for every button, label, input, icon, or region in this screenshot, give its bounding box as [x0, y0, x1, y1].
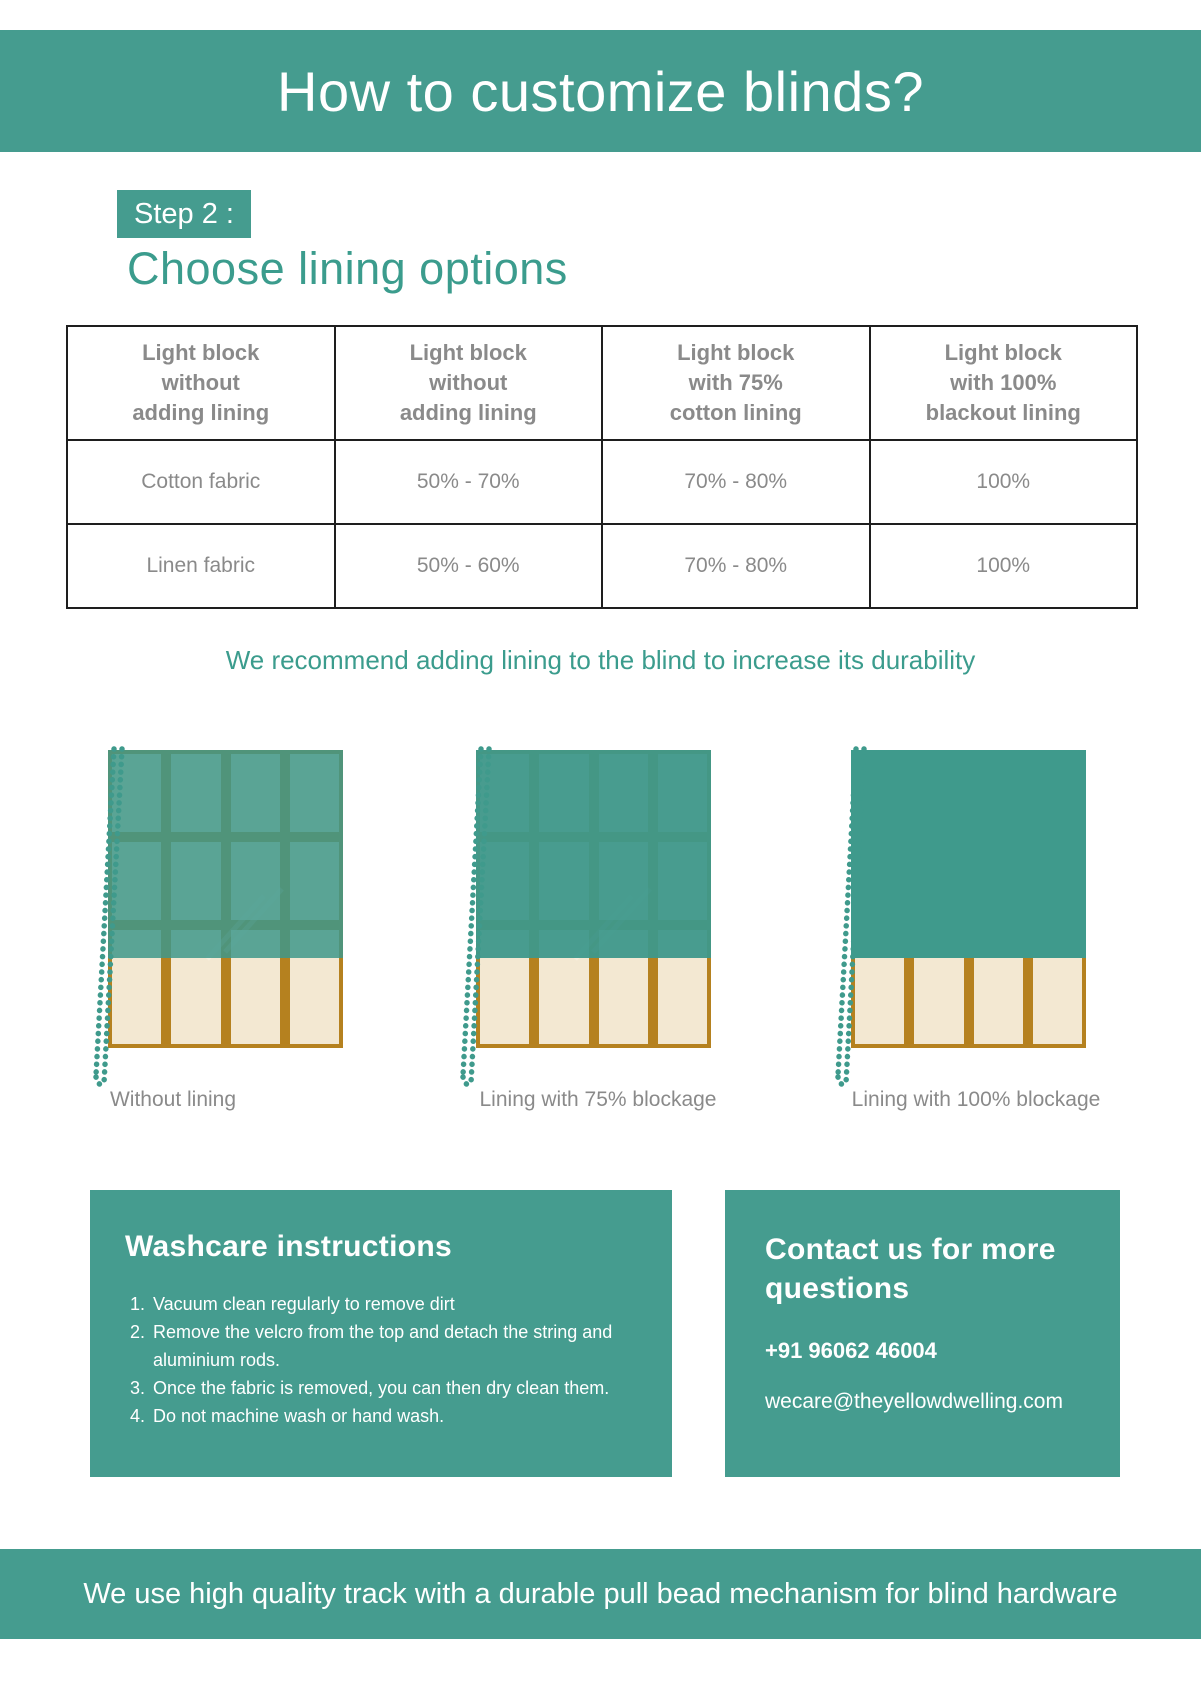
table-cell: 70% - 80%: [601, 439, 871, 525]
bead-chain-icon: [835, 746, 867, 1088]
blind-illustration-without-lining: Without lining: [85, 743, 365, 1123]
lining-options-table: Light block without adding lining Light …: [66, 325, 1138, 609]
illustration-caption: Lining with 75% blockage: [479, 1088, 717, 1111]
washcare-item: Vacuum clean regularly to remove dirt: [150, 1290, 635, 1318]
contact-title: Contact us for more questions: [765, 1233, 1056, 1305]
table-row: Cotton fabric 50% - 70% 70% - 80% 100%: [66, 439, 1138, 525]
contact-box: Contact us for more questions +91 96062 …: [725, 1190, 1120, 1477]
illustration-caption: Without lining: [109, 1088, 237, 1111]
step-badge: Step 2 :: [117, 190, 251, 238]
table-cell: Cotton fabric: [66, 439, 336, 525]
table-cell: 70% - 80%: [601, 523, 871, 609]
table-header-cell: Light block with 75% cotton lining: [601, 325, 871, 441]
blind-overlay: [108, 750, 343, 958]
washcare-item: Do not machine wash or hand wash.: [150, 1402, 635, 1430]
bead-chain-icon: [460, 746, 492, 1088]
bead-chain-icon: [93, 746, 125, 1088]
washcare-item: Remove the velcro from the top and detac…: [150, 1318, 635, 1374]
table-header-cell: Light block without adding lining: [333, 325, 603, 441]
blind-overlay: [851, 750, 1086, 958]
table-header-cell: Light block with 100% blackout lining: [868, 325, 1138, 441]
contact-email: wecare@theyellowdwelling.com: [765, 1390, 1063, 1413]
contact-phone: +91 96062 46004: [765, 1338, 937, 1363]
footer-banner: We use high quality track with a durable…: [0, 1549, 1201, 1639]
table-header-row: Light block without adding lining Light …: [66, 325, 1138, 441]
blind-illustration-75-blockage: Lining with 75% blockage: [452, 743, 732, 1123]
table-cell: 50% - 60%: [333, 523, 603, 609]
table-header-cell: Light block without adding lining: [66, 325, 336, 441]
washcare-instructions-box: Washcare instructions Vacuum clean regul…: [90, 1190, 672, 1477]
blind-overlay: [476, 750, 711, 958]
illustration-caption: Lining with 100% blockage: [851, 1088, 1101, 1111]
washcare-title: Washcare instructions: [125, 1230, 452, 1263]
table-cell: 50% - 70%: [333, 439, 603, 525]
table-cell: 100%: [868, 523, 1138, 609]
step-badge-label: Step 2 :: [134, 197, 234, 230]
footer-text: We use high quality track with a durable…: [83, 1577, 1118, 1610]
recommendation-text: We recommend adding lining to the blind …: [225, 645, 976, 675]
washcare-item: Once the fabric is removed, you can then…: [150, 1374, 635, 1402]
washcare-list: Vacuum clean regularly to remove dirt Re…: [125, 1290, 635, 1430]
blind-illustration-100-blockage: Lining with 100% blockage: [827, 743, 1107, 1123]
top-banner: How to customize blinds?: [0, 30, 1201, 152]
step-heading: Choose lining options: [127, 243, 568, 294]
table-cell: Linen fabric: [66, 523, 336, 609]
table-cell: 100%: [868, 439, 1138, 525]
table-row: Linen fabric 50% - 60% 70% - 80% 100%: [66, 523, 1138, 609]
page-title: How to customize blinds?: [277, 59, 924, 123]
